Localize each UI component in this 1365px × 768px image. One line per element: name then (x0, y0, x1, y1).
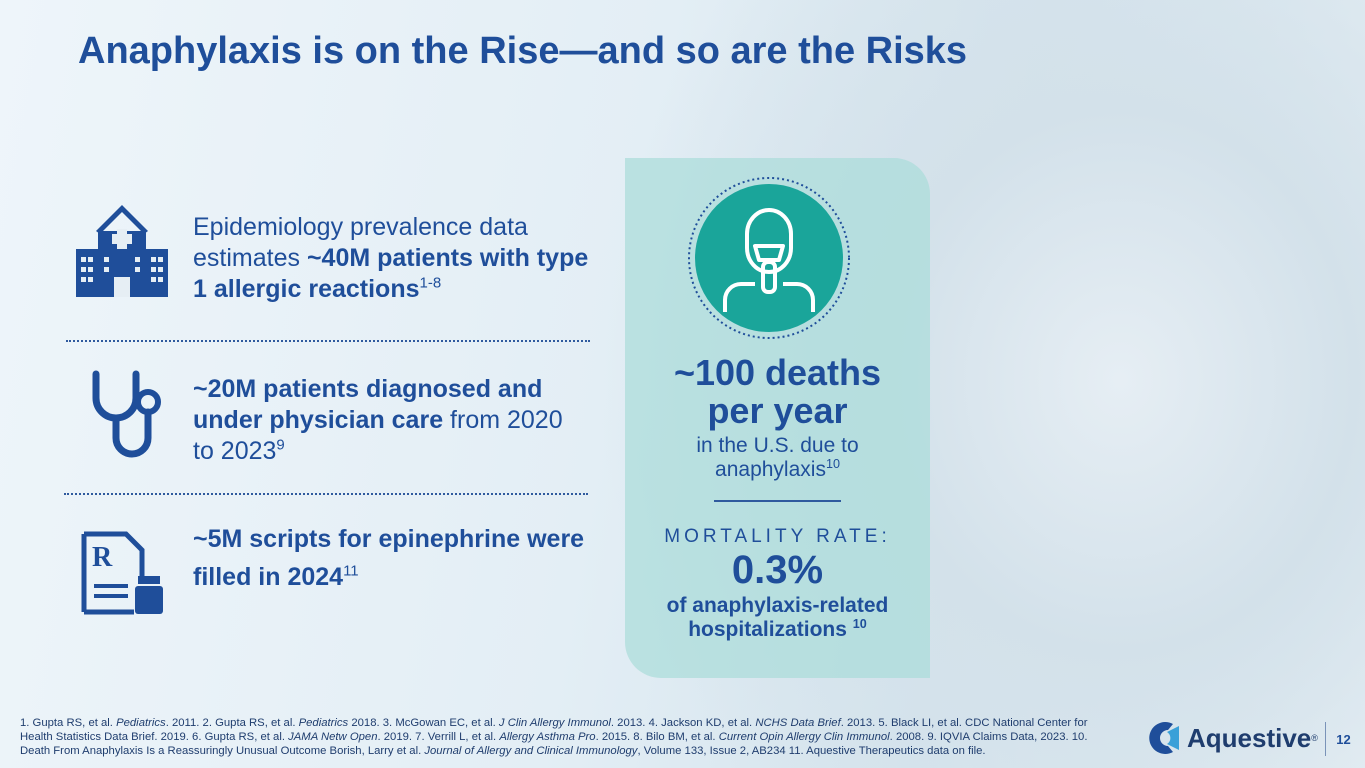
page-number: 12 (1325, 722, 1361, 756)
citation-journal: Pediatrics (116, 717, 166, 729)
footnotes: 1. Gupta RS, et al. Pediatrics. 2011. 2.… (20, 716, 1120, 758)
detail-text: of anaphylaxis-related hospitalizations (666, 594, 889, 641)
citation-text: 1. Gupta RS, et al. (20, 717, 117, 729)
citation-text: 2018. 3. McGowan EC, et al. (348, 717, 499, 729)
reference: 10 (852, 617, 867, 631)
rate-value: 0.3% (731, 548, 824, 592)
stat-highlight: ~40M patients with type 1 allergic react… (193, 244, 589, 303)
callout-detail: in the U.S. due to anaphylaxis10 (625, 434, 930, 482)
reference: 1-8 (419, 274, 442, 292)
hospital-icon (76, 205, 168, 297)
stat: ~20M patients diagnosed and under physic… (193, 374, 563, 467)
citation-text: , Volume 133, Issue 2, AB234 11. Aquesti… (637, 745, 986, 757)
citation-journal: JAMA Netw Open (288, 731, 378, 743)
logo-text: Aquestive (1187, 722, 1312, 753)
citation-text: . 2011. 2. Gupta RS, et al. (165, 717, 299, 729)
reference: 10 (825, 457, 840, 471)
citation-journal: Journal of Allergy and Clinical Immunolo… (424, 745, 638, 757)
detail-text: in the U.S. due to anaphylaxis (696, 434, 859, 481)
citation-journal: Current Opin Allergy Clin Immunol (718, 731, 890, 743)
prescription-icon: R (81, 531, 163, 615)
reference: 9 (276, 436, 285, 454)
logo: Aquestive ® (1143, 718, 1318, 758)
stat-text: from 2020 to 2023 (193, 406, 563, 465)
citation-journal: Pediatrics (298, 717, 349, 729)
citation-journal: J Clin Allergy Immunol (498, 717, 611, 729)
stat: ~5M scripts for epinephrine were filled … (193, 520, 593, 596)
callout-card: ~100 deaths per year in the U.S. due to … (625, 158, 930, 678)
logo-mark (1149, 722, 1179, 754)
patient-icon (688, 177, 850, 339)
stat-highlight: ~5M scripts for epinephrine were filled … (193, 525, 585, 591)
rate-label: MORTALITY RATE: (664, 526, 891, 547)
callout-headline: ~100 deaths per year (673, 352, 882, 431)
stat-highlight: ~20M patients diagnosed and under physic… (193, 375, 543, 434)
citation-text: . 2008. 9. IQVIA Claims Data, 2023. 10. … (20, 731, 1088, 757)
divider (66, 340, 590, 342)
citation-journal: Allergy Asthma Pro (499, 731, 596, 743)
citation-journal: NCHS Data Brief (755, 717, 841, 729)
stat: Epidemiology prevalence data estimates ~… (193, 212, 603, 305)
title: Anaphylaxis is on the Rise—and so are th… (78, 30, 968, 72)
stethoscope-icon (92, 370, 161, 458)
svg-text:R: R (92, 542, 113, 573)
citation-text: . 2019. 7. Verrill L, et al. (377, 731, 500, 743)
citation-text: . 2013. 5. Black LI, et al. CDC National… (20, 717, 1088, 743)
divider (714, 500, 841, 502)
reference: 11 (343, 562, 359, 580)
citation-text: . 2015. 8. Bilo BM, et al. (595, 731, 719, 743)
divider (64, 493, 588, 495)
rate-detail: of anaphylaxis-related hospitalizations … (625, 594, 930, 642)
citation-text: . 2013. 4. Jackson KD, et al. (610, 717, 756, 729)
stat-text: Epidemiology prevalence data estimates (193, 213, 528, 272)
